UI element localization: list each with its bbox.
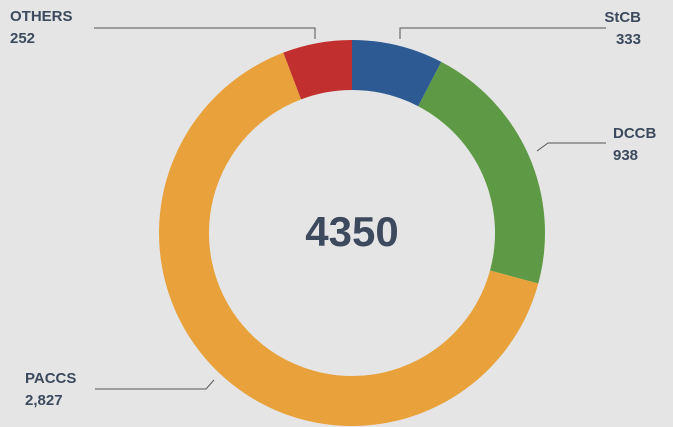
- slice-label: PACCS: [25, 370, 76, 387]
- center-total: 4350: [305, 208, 398, 255]
- slice-label: DCCB: [613, 125, 656, 142]
- leader-line: [94, 27, 316, 39]
- donut-slice: [283, 40, 352, 100]
- slice-value-label: 333: [616, 31, 641, 48]
- leader-line: [536, 142, 606, 152]
- slice-value-label: 252: [10, 30, 35, 47]
- slice-value-label: 938: [613, 147, 638, 164]
- slice-label: OTHERS: [10, 8, 73, 25]
- donut-slice: [418, 61, 545, 284]
- slice-label: StCB: [604, 9, 641, 26]
- leader-line: [399, 27, 606, 39]
- slice-value-label: 2,827: [25, 392, 63, 409]
- donut-slice: [352, 40, 442, 107]
- leader-line: [95, 379, 215, 390]
